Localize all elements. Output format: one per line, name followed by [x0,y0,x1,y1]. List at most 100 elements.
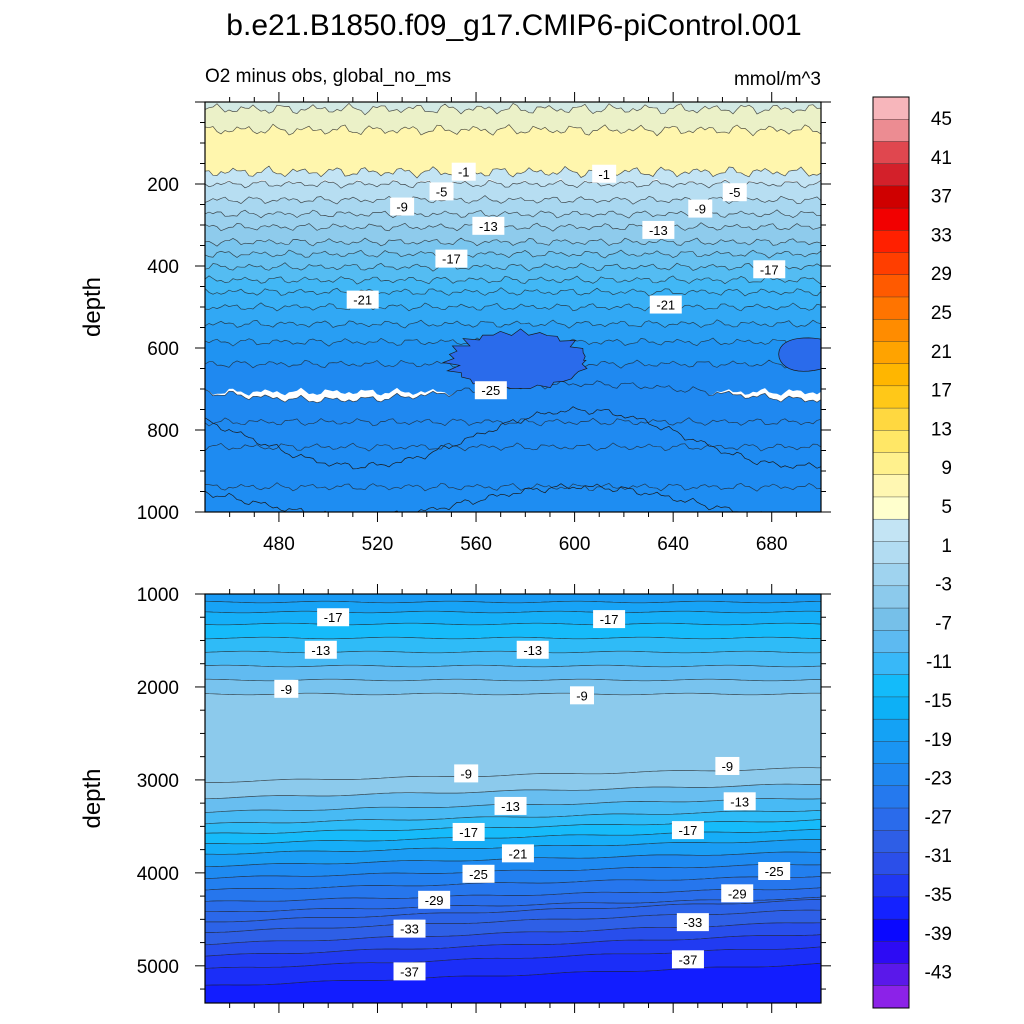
svg-text:-37: -37 [400,964,419,979]
svg-text:-5: -5 [436,184,448,199]
contour-line [205,482,821,492]
contour-line [205,636,821,640]
contour-line [205,209,821,219]
colorbar-frame [872,96,910,1009]
y-tick-label: 400 [147,257,179,278]
svg-text:-1: -1 [458,165,470,180]
colorbar-swatch [872,518,910,542]
contour-band [205,887,821,912]
colorbar-label: -43 [925,963,952,984]
contour-label: -13 [494,796,527,815]
svg-text:-13: -13 [479,219,498,234]
contour-label: -17 [753,260,786,279]
contour-line [205,179,821,189]
contour-label: -9 [569,686,594,705]
contour-label: -9 [715,756,740,775]
contour-label: -9 [688,199,713,218]
contour-band [205,852,821,879]
contour-line [205,222,821,232]
contour-band [205,665,821,681]
svg-text:-21: -21 [509,846,528,861]
svg-text:-17: -17 [679,823,698,838]
x-tick-label: 680 [756,534,788,555]
colorbar-swatch [872,941,910,965]
colorbar-label: 13 [931,419,952,440]
colorbar-swatch [872,185,910,209]
svg-text:-13: -13 [311,643,330,658]
contour-band [205,829,821,855]
svg-text:-33: -33 [683,915,702,930]
contour-label: -9 [454,764,479,783]
colorbar-swatch [872,430,910,454]
svg-text:-17: -17 [442,252,461,267]
contour-band [205,637,821,653]
colorbar-swatch [872,874,910,898]
y-tick-label: 4000 [137,864,179,885]
y-tick-label: 3000 [137,771,179,792]
svg-text:-9: -9 [576,688,588,703]
contour-line [205,692,821,696]
svg-text:-25: -25 [765,864,784,879]
svg-text:-29: -29 [728,886,747,901]
contour-line [205,783,821,800]
contour-line [205,102,821,116]
colorbar-swatch [872,252,910,276]
contour-label: -29 [721,884,754,903]
contour-band [205,262,821,285]
contour-band [205,611,821,625]
colorbar-label: -7 [935,613,952,634]
colorbar-swatch [872,963,910,987]
contour-line [205,165,821,179]
colorbar-label: -27 [925,807,952,828]
contour-band [205,417,821,452]
contour-band [205,963,821,1003]
upper-panel: 480 520 560 600 640 680 200 400 600 800 1000 depth -… [79,92,831,555]
contour-line [205,899,821,923]
colorbar-swatch [872,807,910,831]
contour-line [205,287,821,297]
contour-label: -21 [501,844,534,863]
colorbar-label: -19 [925,730,952,751]
contour-line [205,249,821,259]
contour-label: -9 [390,197,415,216]
colorbar-label: 37 [931,187,952,208]
colorbar-swatch [872,763,910,787]
colorbar-label: 41 [931,148,952,169]
units-label: mmol/m^3 [734,69,821,90]
contour-band [205,380,821,426]
x-tick-label: 480 [263,534,295,555]
colorbar-swatch [872,918,910,942]
contour-label: -37 [393,962,426,981]
contour-band [205,922,821,957]
colorbar-swatch [872,785,910,809]
colorbar-swatch [872,163,910,187]
colorbar-swatch [872,718,910,742]
contour-line [205,809,821,825]
contour-label: -13 [723,792,756,811]
deep-minimum-region [778,337,821,372]
colorbar-label: -31 [925,846,952,867]
svg-text:-9: -9 [460,766,472,781]
contour-line [205,600,821,604]
colorbar-swatch [872,318,910,342]
colorbar-label: 17 [931,381,952,402]
colorbar-label: 29 [931,264,952,285]
contour-line [205,442,821,452]
colorbar-swatch [872,385,910,409]
y-tick-label: 1000 [137,503,179,524]
contour-label: -33 [393,919,426,938]
contour-label: -5 [429,182,454,201]
contour-band [205,623,821,639]
contour-label: -17 [452,822,485,841]
colorbar-swatch [872,630,910,653]
svg-text:-1: -1 [598,167,610,182]
contour-band [205,679,821,695]
contour-line [205,610,821,614]
contour-line [205,828,821,845]
colorbar-label: 1 [941,536,952,557]
contour-line [205,896,821,913]
contour-label: -17 [435,249,468,268]
contour-band [205,934,821,969]
contour-band [205,250,821,272]
contour-band [205,124,821,178]
